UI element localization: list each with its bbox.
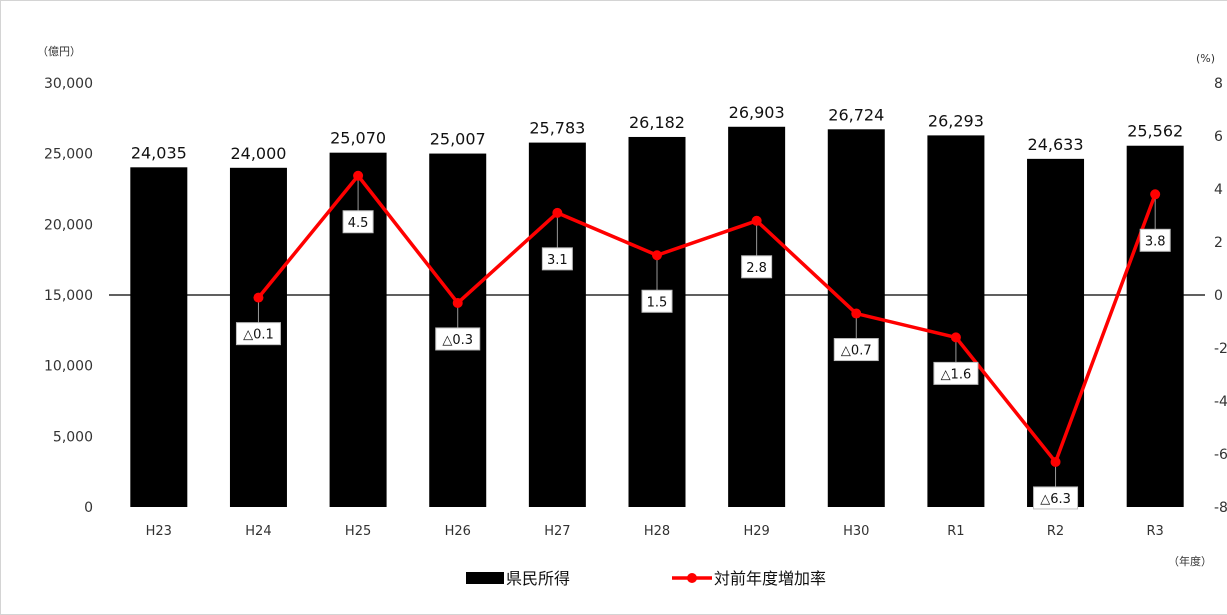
rate-point [452,297,463,308]
rate-label: △0.7 [841,344,872,359]
rate-label-box [741,255,773,279]
rate-label-box [1139,228,1171,252]
x-tick-label: R1 [947,524,964,539]
rate-label: △0.1 [243,328,274,343]
rate-label-box [541,247,573,271]
right-tick-label: -2 [1214,341,1227,357]
x-tick-label: H25 [345,524,371,539]
income-bar-label: 26,293 [928,111,984,130]
left-tick-label: 15,000 [44,288,93,304]
rate-point [353,170,364,181]
left-tick-label: 20,000 [44,217,93,233]
left-tick-label: 10,000 [44,359,93,375]
x-axis-unit: （年度） [1168,554,1212,568]
income-bar-label: 26,903 [729,103,785,122]
rate-label-box [435,327,481,351]
left-tick-label: 30,000 [44,76,93,92]
left-tick-label: 0 [84,500,93,516]
rate-point [1050,456,1061,467]
growth-rate-polyline [257,174,1157,464]
legend: 県民所得 対前年度増加率 [466,569,826,588]
rate-label-box [1033,486,1079,510]
rate-label: △1.6 [941,367,972,382]
x-tick-label: H23 [146,524,172,539]
rate-label-box [342,210,374,234]
rate-point [950,332,961,343]
rate-point [652,250,662,261]
rate-label-box [833,338,879,362]
x-tick-label: H30 [843,524,869,539]
growth-rate-line: △0.1 4.5 △0.3 3.1 1.5 2.8 △0.7 △1.6 △6.3 3.8 [235,170,1171,510]
income-bar [1027,158,1085,507]
left-tick-label: 5,000 [53,429,93,445]
legend-bar-swatch [466,572,504,584]
rate-point [552,207,563,218]
legend-bar-label: 県民所得 [506,569,570,588]
income-bar-label: 25,783 [529,119,585,138]
left-axis-unit: （億円） [37,45,81,58]
right-tick-label: 0 [1214,288,1223,304]
x-tick-label: H28 [644,524,670,539]
x-tick-label: H29 [743,524,769,539]
rate-label: 3.8 [1145,234,1166,249]
income-bar [628,136,686,507]
rate-label: 3.1 [547,253,568,268]
rate-point [1150,189,1161,200]
left-tick-label: 25,000 [44,147,93,163]
rate-label: △6.3 [1040,492,1071,507]
income-bar-label: 24,035 [131,143,187,162]
income-bar-label: 26,724 [828,105,884,124]
x-tick-label: H26 [445,524,471,539]
right-tick-label: -4 [1214,394,1227,410]
right-tick-label: -8 [1214,500,1227,516]
rate-point [851,308,862,319]
rate-label: 4.5 [348,216,369,231]
income-bar-label: 24,633 [1028,135,1084,154]
rate-label: △0.3 [442,333,473,348]
x-tick-label: H27 [544,524,570,539]
x-tick-label: R3 [1147,524,1164,539]
rate-label-box [933,361,979,385]
income-bar [927,135,985,507]
rate-point [751,215,762,226]
income-bar-label: 24,000 [230,144,286,163]
left-axis-ticks: 0 5,000 10,000 15,000 20,000 25,000 30,000 [44,76,93,516]
right-axis-unit: (%) [1196,52,1215,65]
legend-line-label: 対前年度増加率 [714,569,826,588]
legend-line-marker [687,573,697,583]
rate-label: 2.8 [746,261,767,276]
income-bar-label: 25,070 [330,129,386,148]
rate-label-box [641,289,673,313]
income-bar [130,167,188,507]
rate-label: 1.5 [647,295,668,310]
right-axis-ticks: 8 6 4 2 0 -2 -4 -6 -8 [1214,76,1227,516]
income-bars [130,126,1184,508]
income-bar [728,126,786,507]
right-tick-label: -6 [1214,447,1227,463]
right-tick-label: 4 [1214,182,1223,198]
right-tick-label: 8 [1214,76,1223,92]
right-tick-label: 2 [1214,235,1223,251]
income-bar-label: 25,562 [1127,122,1183,141]
income-bar-label: 26,182 [629,113,685,132]
rate-point [253,292,264,303]
right-tick-label: 6 [1214,129,1223,145]
x-tick-label: R2 [1047,524,1064,539]
income-bar-labels: 24,035 24,000 25,070 25,007 25,783 26,182 26,9… [131,103,1183,163]
income-bar-label: 25,007 [430,130,486,149]
rate-label-box [235,322,281,346]
income-bar [528,142,586,507]
x-tick-label: H24 [245,524,271,539]
x-axis-ticks: H23 H24 H25 H26 H27 H28 H29 H30 R1 R2 R3 [146,524,1164,539]
